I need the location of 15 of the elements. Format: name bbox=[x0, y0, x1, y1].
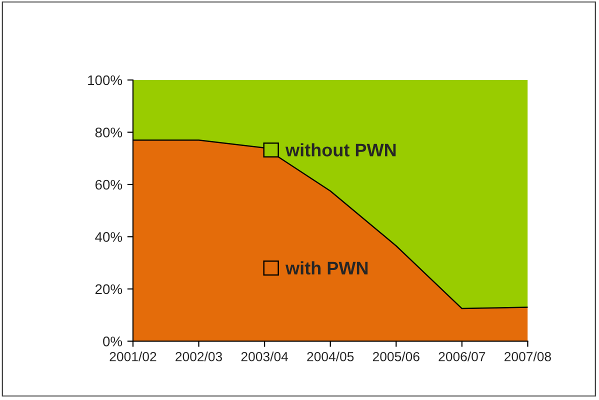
x-tick-label: 2004/05 bbox=[307, 352, 354, 362]
y-tick-label: 80% bbox=[95, 128, 122, 138]
x-tick-label: 2006/07 bbox=[438, 352, 486, 362]
x-tick-label: 2005/06 bbox=[372, 352, 420, 362]
y-tick-label: 60% bbox=[95, 180, 122, 190]
y-tick-label: 0% bbox=[103, 336, 122, 346]
x-tick-label: 2002/03 bbox=[176, 352, 222, 362]
y-tick-label: 100% bbox=[88, 75, 122, 86]
legend-label: with PWN bbox=[285, 261, 368, 274]
y-tick-label: 40% bbox=[95, 232, 122, 242]
y-tick-label: 20% bbox=[95, 284, 122, 294]
legend-label: without PWN bbox=[285, 143, 396, 156]
x-tick-label: 2001/02 bbox=[110, 352, 156, 362]
x-tick-label: 2003/04 bbox=[241, 352, 288, 362]
x-tick-label: 2007/08 bbox=[504, 352, 551, 362]
